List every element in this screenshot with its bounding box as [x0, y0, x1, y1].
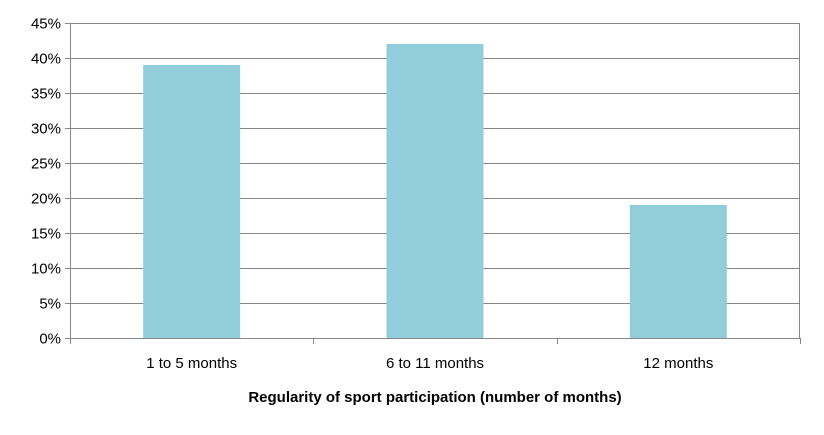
y-tick-label: 15%: [31, 226, 61, 243]
bar: [386, 44, 484, 338]
bars: [143, 44, 727, 338]
y-tick-label: 10%: [31, 261, 61, 278]
bar: [143, 65, 241, 338]
y-tick-labels: 0% 5% 10% 15% 20% 25% 30% 35% 40% 45%: [31, 16, 61, 348]
x-tick-labels: 1 to 5 months 6 to 11 months 12 months: [146, 355, 713, 372]
bar: [629, 205, 727, 338]
y-tick-label: 5%: [39, 296, 61, 313]
y-tick-label: 20%: [31, 191, 61, 208]
y-tick-label: 45%: [31, 16, 61, 33]
x-tick-label: 1 to 5 months: [146, 355, 237, 372]
y-tick-label: 40%: [31, 51, 61, 68]
axes: [65, 23, 801, 344]
y-tick-label: 35%: [31, 86, 61, 103]
x-axis-title: Regularity of sport participation (numbe…: [248, 389, 621, 406]
x-tick-label: 6 to 11 months: [386, 355, 484, 372]
x-tick-label: 12 months: [643, 355, 713, 372]
y-tick-label: 25%: [31, 156, 61, 173]
y-tick-label: 30%: [31, 121, 61, 138]
y-tick-label: 0%: [39, 331, 61, 348]
